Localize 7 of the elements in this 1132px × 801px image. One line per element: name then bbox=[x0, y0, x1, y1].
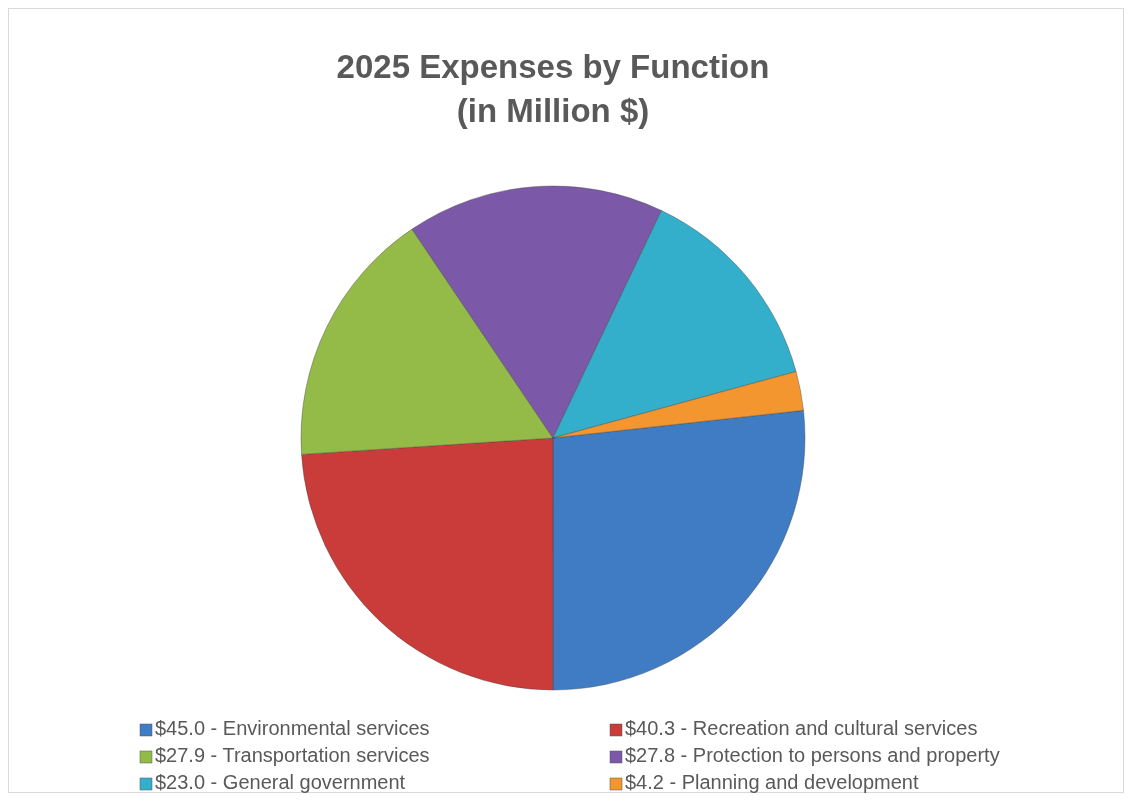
legend-label: $45.0 - Environmental services bbox=[155, 717, 430, 739]
legend-label: $27.8 - Protection to persons and property bbox=[625, 744, 1000, 766]
legend-label: $27.9 - Transportation services bbox=[155, 744, 430, 766]
chart-title: 2025 Expenses by Function (in Million $) bbox=[336, 48, 770, 129]
legend-label: $4.2 - Planning and development bbox=[625, 771, 919, 793]
legend-label: $40.3 - Recreation and cultural services bbox=[625, 717, 978, 739]
legend-label: $23.0 - General government bbox=[155, 771, 406, 793]
